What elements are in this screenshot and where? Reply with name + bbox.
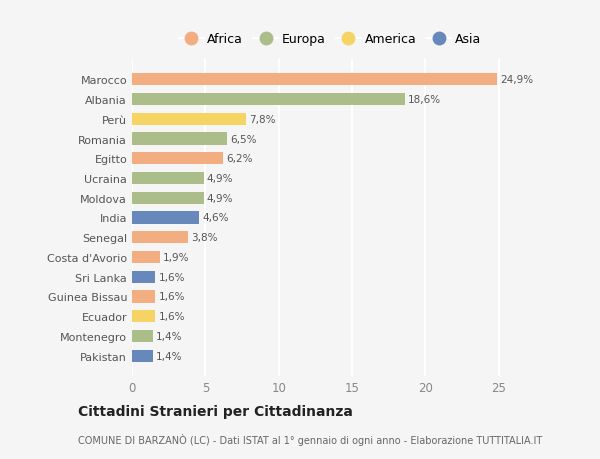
Text: 18,6%: 18,6% xyxy=(408,95,441,105)
Text: 3,8%: 3,8% xyxy=(191,233,217,243)
Bar xyxy=(132,94,405,106)
Bar xyxy=(132,173,204,185)
Text: 4,9%: 4,9% xyxy=(207,193,233,203)
Text: 24,9%: 24,9% xyxy=(500,75,533,85)
Text: 6,2%: 6,2% xyxy=(226,154,253,164)
Text: 4,9%: 4,9% xyxy=(207,174,233,184)
Bar xyxy=(132,271,155,283)
Bar xyxy=(132,153,223,165)
Text: 1,9%: 1,9% xyxy=(163,252,190,263)
Bar xyxy=(132,350,152,362)
Text: 4,6%: 4,6% xyxy=(202,213,229,223)
Text: 1,4%: 1,4% xyxy=(155,351,182,361)
Text: 6,5%: 6,5% xyxy=(230,134,257,144)
Text: 7,8%: 7,8% xyxy=(250,115,276,124)
Bar xyxy=(132,291,155,303)
Bar xyxy=(132,113,247,126)
Text: 1,6%: 1,6% xyxy=(158,292,185,302)
Bar xyxy=(132,192,204,204)
Bar xyxy=(132,330,152,342)
Bar xyxy=(132,252,160,263)
Bar xyxy=(132,232,188,244)
Text: Cittadini Stranieri per Cittadinanza: Cittadini Stranieri per Cittadinanza xyxy=(78,404,353,419)
Text: 1,6%: 1,6% xyxy=(158,272,185,282)
Text: 1,4%: 1,4% xyxy=(155,331,182,341)
Legend: Africa, Europa, America, Asia: Africa, Europa, America, Asia xyxy=(173,28,487,51)
Text: 1,6%: 1,6% xyxy=(158,312,185,321)
Bar xyxy=(132,212,199,224)
Bar xyxy=(132,310,155,323)
Text: COMUNE DI BARZANÒ (LC) - Dati ISTAT al 1° gennaio di ogni anno - Elaborazione TU: COMUNE DI BARZANÒ (LC) - Dati ISTAT al 1… xyxy=(78,433,542,445)
Bar xyxy=(132,133,227,146)
Bar xyxy=(132,74,497,86)
